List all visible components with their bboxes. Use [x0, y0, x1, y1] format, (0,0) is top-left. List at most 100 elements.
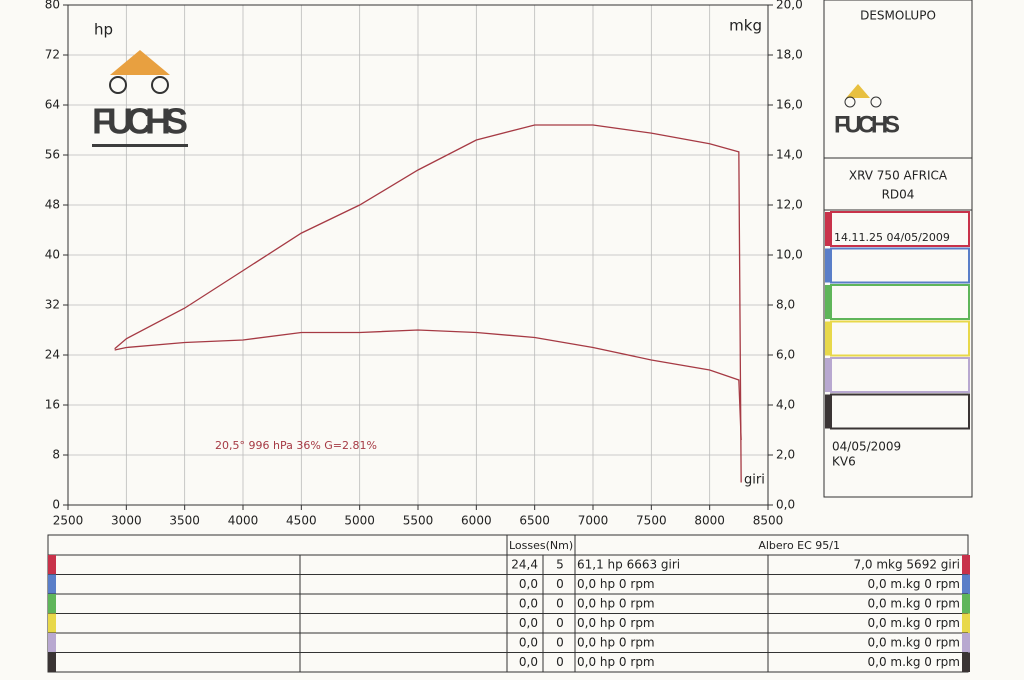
- table-header: Albero EC 95/1: [758, 539, 840, 552]
- y-tick-label: 24: [45, 348, 60, 362]
- panel-frame: [823, 0, 973, 498]
- logo-mark: [110, 50, 170, 75]
- cell: 0: [556, 655, 564, 669]
- run-color: [825, 321, 831, 356]
- panel-date: 04/05/2009: [832, 440, 901, 454]
- x-tick-label: 3000: [111, 514, 142, 528]
- logo-text: FUCHS: [92, 101, 188, 142]
- grid: 2500 3000 3500 4000 4500 5000 5500 6000 6500 7000…: [45, 0, 803, 528]
- logo-wheel: [870, 96, 882, 108]
- row-color: [962, 613, 970, 633]
- x-tick-label: 4000: [228, 514, 259, 528]
- x-tick-label: 6500: [519, 514, 550, 528]
- plot-frame: [67, 4, 769, 506]
- row-color: [962, 555, 970, 575]
- logo: FUCHS: [92, 50, 188, 147]
- y2-tick-label: 6,0: [776, 348, 795, 362]
- cell: 61,1 hp 6663 giri: [577, 558, 680, 572]
- run-list: 14.11.25 04/05/2009: [825, 211, 970, 430]
- logo-wheel: [109, 76, 127, 94]
- row-color: [48, 633, 56, 653]
- y-axis-label: hp: [94, 21, 113, 39]
- row-color: [48, 613, 56, 633]
- y-tick-label: 8: [52, 448, 60, 462]
- y-tick-label: 32: [45, 298, 60, 312]
- cell: 0,0 m.kg 0 rpm: [868, 636, 960, 650]
- y2-tick-label: 12,0: [776, 198, 803, 212]
- y2-tick-label: 16,0: [776, 98, 803, 112]
- y-tick-label: 56: [45, 148, 60, 162]
- cell: 5: [556, 558, 564, 572]
- cell: 0,0: [519, 597, 538, 611]
- run-color: [825, 248, 831, 283]
- run-label: 14.11.25 04/05/2009: [834, 231, 950, 244]
- x-tick-label: 3500: [169, 514, 200, 528]
- y-tick-label: 80: [45, 0, 60, 12]
- panel-code: RD04: [882, 188, 915, 202]
- panel-model: XRV 750 AFRICA: [849, 169, 948, 183]
- y-tick-label: 64: [45, 98, 60, 112]
- y2-tick-label: 4,0: [776, 398, 795, 412]
- cell: 0,0 m.kg 0 rpm: [868, 655, 960, 669]
- y-tick-label: 40: [45, 248, 60, 262]
- x-tick-label: 6000: [461, 514, 492, 528]
- row-color: [962, 633, 970, 653]
- run-box: [830, 320, 970, 357]
- row-color: [48, 574, 56, 594]
- y2-tick-label: 10,0: [776, 248, 803, 262]
- run-color: [825, 394, 831, 429]
- cell: 0,0: [519, 636, 538, 650]
- y-tick-label: 48: [45, 198, 60, 212]
- x-tick-label: 2500: [53, 514, 84, 528]
- x-tick-label: 8000: [694, 514, 725, 528]
- y2-tick-label: 0,0: [776, 498, 795, 512]
- row-color: [962, 594, 970, 614]
- row-color: [48, 555, 56, 575]
- run-box: [830, 393, 970, 430]
- row-color: [48, 594, 56, 614]
- y-tick-label: 72: [45, 48, 60, 62]
- run-color: [825, 212, 831, 246]
- panel-logo: FUCHS: [834, 111, 900, 138]
- cell: 0,0 hp 0 rpm: [577, 597, 655, 611]
- y2-tick-label: 14,0: [776, 148, 803, 162]
- logo-wheel: [151, 76, 169, 94]
- row-color: [962, 574, 970, 594]
- run-box: [830, 211, 970, 247]
- panel-id: KV6: [832, 455, 856, 469]
- results-table: Losses(Nm) Albero EC 95/1 24,4 5 61,1 hp 666…: [47, 534, 970, 673]
- cell: 0,0 m.kg 0 rpm: [868, 577, 960, 591]
- cell: 0,0 hp 0 rpm: [577, 636, 655, 650]
- cell: 0,0: [519, 616, 538, 630]
- cell: 0,0: [519, 655, 538, 669]
- run-box: [830, 247, 970, 284]
- run-color: [825, 285, 831, 319]
- logo-wheel: [844, 96, 856, 108]
- x-tick-label: 5000: [344, 514, 375, 528]
- y2-axis-label: mkg: [729, 17, 762, 35]
- x-tick-label: 5500: [403, 514, 434, 528]
- row-color: [48, 652, 56, 672]
- y-tick-label: 16: [45, 398, 60, 412]
- y2-tick-label: 8,0: [776, 298, 795, 312]
- panel-owner: DESMOLUPO: [860, 9, 936, 23]
- annotation: 20,5° 996 hPa 36% G=2.81%: [215, 439, 377, 452]
- cell: 0: [556, 577, 564, 591]
- cell: 7,0 mkg 5692 giri: [853, 558, 960, 572]
- data-line: [114, 329, 742, 441]
- data-line: [114, 124, 742, 483]
- x-tick-label: 7500: [636, 514, 667, 528]
- logo-underline: [92, 144, 188, 147]
- y2-tick-label: 18,0: [776, 48, 803, 62]
- cell: 0,0 hp 0 rpm: [577, 616, 655, 630]
- x-axis-label: giri: [744, 473, 765, 488]
- row-color: [962, 652, 970, 672]
- cell: 24,4: [511, 558, 538, 572]
- y2-tick-label: 20,0: [776, 0, 803, 12]
- x-tick-label: 7000: [578, 514, 609, 528]
- run-color: [825, 358, 831, 392]
- cell: 0,0 hp 0 rpm: [577, 577, 655, 591]
